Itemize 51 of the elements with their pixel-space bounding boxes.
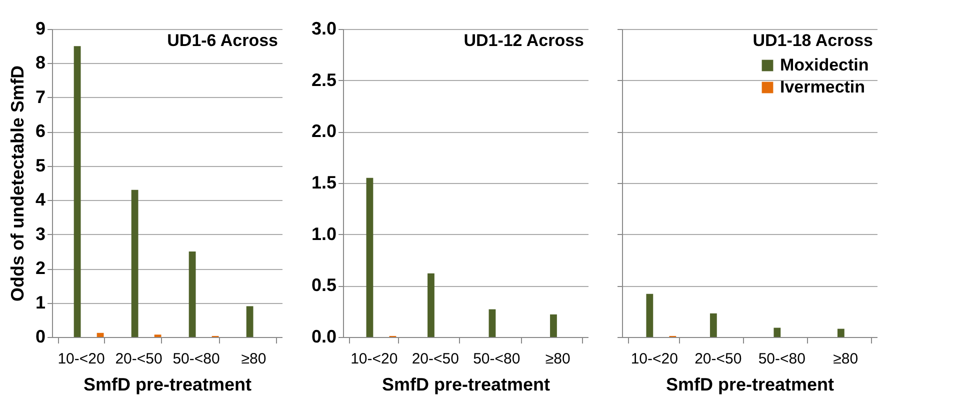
bar bbox=[774, 328, 781, 337]
y-tick-label: 0.0 bbox=[311, 326, 336, 346]
bar bbox=[188, 251, 196, 337]
bar bbox=[550, 314, 557, 337]
bar bbox=[131, 190, 138, 337]
x-tick-label: ≥80 bbox=[241, 350, 266, 368]
y-tick-label: 9 bbox=[35, 18, 46, 38]
y-tick-label: 1 bbox=[35, 292, 46, 312]
y-tick-label: 1.5 bbox=[311, 172, 336, 192]
x-tick-label: 10-<20 bbox=[58, 350, 105, 368]
x-axis-title: SmfD pre-treatment bbox=[83, 374, 252, 394]
y-axis-title: Odds of undetectable SmfD bbox=[7, 65, 28, 302]
x-tick-label: 50-<80 bbox=[473, 350, 520, 368]
y-tick-label: 1.0 bbox=[311, 224, 336, 244]
y-tick-label: 2.5 bbox=[311, 70, 336, 90]
x-tick-label: ≥80 bbox=[545, 350, 570, 368]
x-axis-title: SmfD pre-treatment bbox=[382, 374, 550, 394]
chart-title: UD1-6 Across bbox=[167, 31, 278, 50]
y-tick-label: 5 bbox=[35, 155, 46, 176]
y-tick-label: 2.0 bbox=[311, 121, 336, 142]
y-tick-label: 0.5 bbox=[311, 275, 336, 296]
bar bbox=[366, 178, 374, 337]
y-tick-label: 2 bbox=[35, 258, 46, 278]
x-tick-label: 20-<50 bbox=[694, 350, 742, 368]
y-tick-label: 6 bbox=[35, 121, 46, 142]
x-tick-label: 10-<20 bbox=[630, 350, 678, 368]
chart-title: UD1-18 Across bbox=[752, 31, 873, 50]
bar bbox=[710, 313, 717, 337]
y-tick-label: 3 bbox=[35, 224, 46, 244]
y-tick-label: 0 bbox=[35, 326, 46, 346]
y-tick-label: 3.0 bbox=[311, 18, 336, 38]
x-tick-label: 20-<50 bbox=[115, 350, 162, 368]
bar bbox=[74, 46, 81, 337]
y-tick-label: 8 bbox=[35, 52, 46, 73]
legend-label: Moxidectin bbox=[780, 56, 869, 74]
bar bbox=[488, 309, 496, 337]
y-tick-label: 4 bbox=[35, 190, 46, 210]
bar bbox=[246, 306, 254, 337]
x-axis-title: SmfD pre-treatment bbox=[666, 374, 834, 394]
x-tick-label: 10-<20 bbox=[350, 350, 398, 368]
chart-title: UD1-12 Across bbox=[464, 31, 584, 50]
x-tick-label: 50-<80 bbox=[758, 350, 806, 368]
y-tick-label: 7 bbox=[35, 86, 46, 107]
bar bbox=[96, 332, 104, 337]
x-tick-label: ≥80 bbox=[833, 350, 858, 368]
bar bbox=[428, 273, 434, 337]
bar bbox=[646, 294, 654, 337]
x-tick-label: 50-<80 bbox=[172, 350, 220, 368]
bar bbox=[837, 328, 844, 337]
x-tick-label: 20-<50 bbox=[412, 350, 459, 368]
legend-label: Ivermectin bbox=[780, 78, 866, 96]
